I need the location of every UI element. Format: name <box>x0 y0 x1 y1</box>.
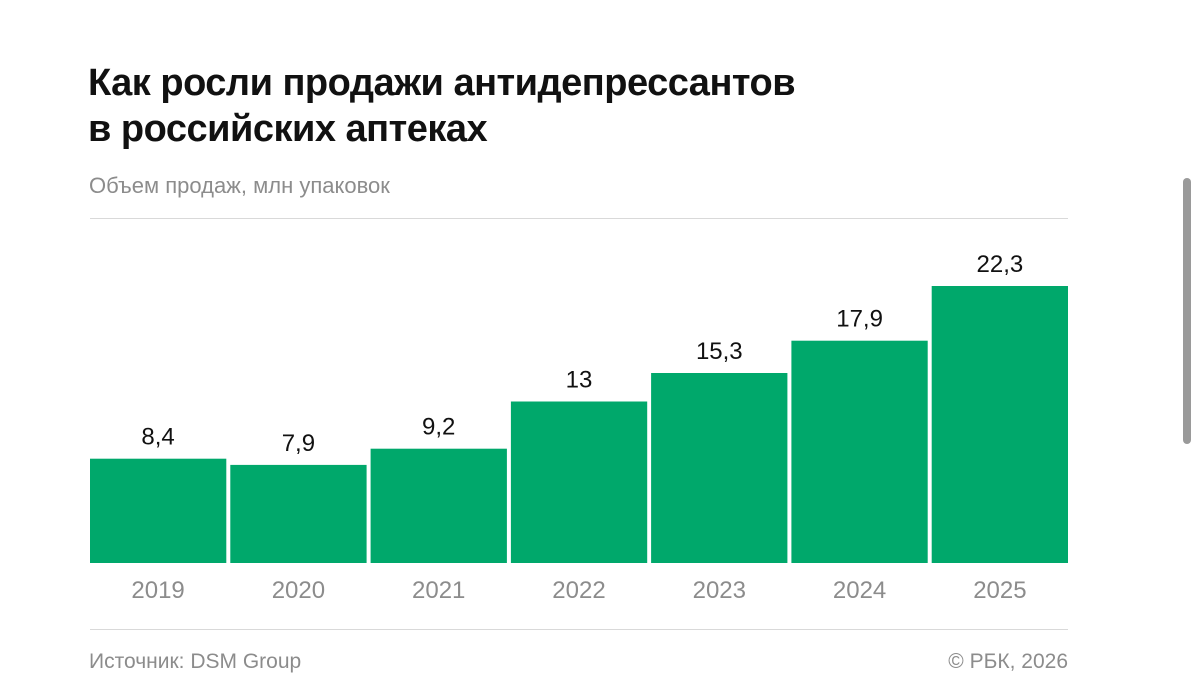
source-note: Источник: DSM Group <box>89 650 302 673</box>
value-label-2022: 13 <box>566 367 593 394</box>
x-tick-label-2019: 2019 <box>131 577 184 604</box>
chart-title-line-1: Как росли продажи антидепрессантов <box>88 62 796 104</box>
x-tick-label-2025: 2025 <box>973 577 1026 604</box>
value-label-2019: 8,4 <box>141 424 174 451</box>
value-label-2023: 15,3 <box>696 338 743 365</box>
chart-title: Как росли продажи антидепрессантов в рос… <box>88 60 988 152</box>
bar-2024 <box>791 340 928 563</box>
x-tick-label-2020: 2020 <box>272 577 325 604</box>
value-label-2025: 22,3 <box>977 251 1024 278</box>
bar-2025 <box>931 286 1068 563</box>
value-label-2021: 9,2 <box>422 414 455 441</box>
copyright-note: © РБК, 2026 <box>948 650 1068 673</box>
x-tick-label-2021: 2021 <box>412 577 465 604</box>
value-label-2024: 17,9 <box>836 306 883 333</box>
bar-2021 <box>370 448 507 563</box>
x-tick-label-2024: 2024 <box>833 577 886 604</box>
chart-subtitle: Объем продаж, млн упаковок <box>89 173 390 198</box>
bar-2020 <box>230 464 367 563</box>
top-divider <box>90 218 1068 219</box>
x-tick-label-2023: 2023 <box>693 577 746 604</box>
bar-2023 <box>651 373 788 563</box>
bar-2022 <box>510 401 648 563</box>
chart-title-line-2: в российских аптеках <box>88 108 488 150</box>
vertical-scrollbar[interactable] <box>1183 178 1191 444</box>
bar-2019 <box>90 458 227 563</box>
value-label-2020: 7,9 <box>282 430 315 457</box>
x-tick-label-2022: 2022 <box>552 577 605 604</box>
bottom-divider <box>90 629 1068 630</box>
